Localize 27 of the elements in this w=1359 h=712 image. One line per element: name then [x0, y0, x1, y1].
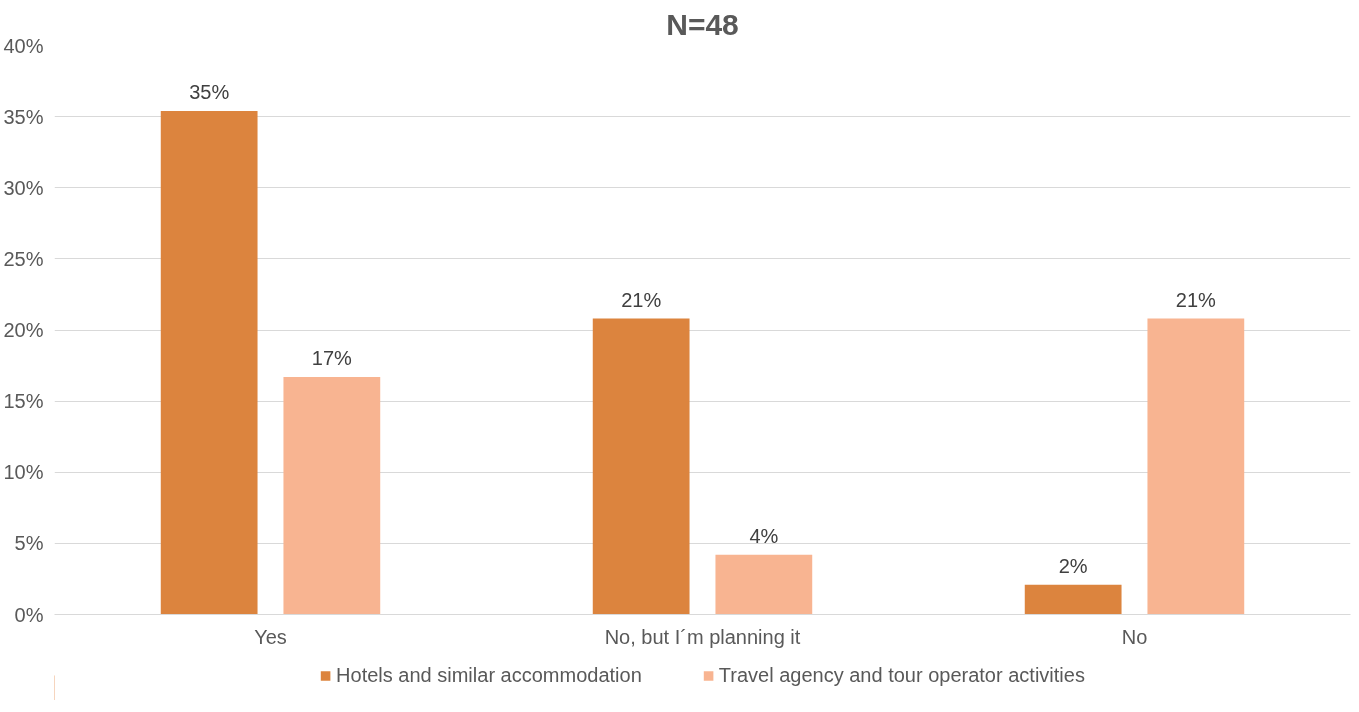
data-label: 2%: [1058, 554, 1088, 577]
x-tick-label: No: [1121, 625, 1148, 648]
data-label: 17%: [311, 346, 353, 369]
y-tick-label: 30%: [3, 176, 44, 199]
chart-title: N=48: [666, 7, 739, 41]
data-label: 35%: [189, 80, 230, 103]
y-tick-label: 0%: [14, 603, 44, 626]
bar: [160, 110, 258, 615]
y-tick-label: 35%: [3, 105, 44, 128]
y-tick-label: 25%: [3, 247, 44, 270]
y-tick-label: 20%: [3, 319, 44, 341]
bar: [1024, 584, 1122, 615]
y-tick-label: 40%: [3, 34, 44, 57]
legend-label: Hotels and similar accommodation: [336, 663, 642, 687]
y-tick-label: 15%: [3, 390, 44, 413]
data-label: 21%: [621, 288, 662, 311]
y-tick-label: 5%: [14, 532, 44, 555]
x-tick-label: No, but I´m planning it: [604, 625, 801, 648]
y-tick-label: 10%: [3, 461, 44, 484]
bar: [592, 318, 690, 615]
bar: [283, 376, 381, 615]
data-label: 21%: [1175, 288, 1217, 311]
legend-label: Travel agency and tour operator activities: [718, 663, 1085, 687]
bar: [1147, 318, 1245, 615]
data-label: 4%: [749, 524, 779, 547]
bar: [715, 554, 813, 615]
x-tick-label: Yes: [254, 625, 287, 648]
